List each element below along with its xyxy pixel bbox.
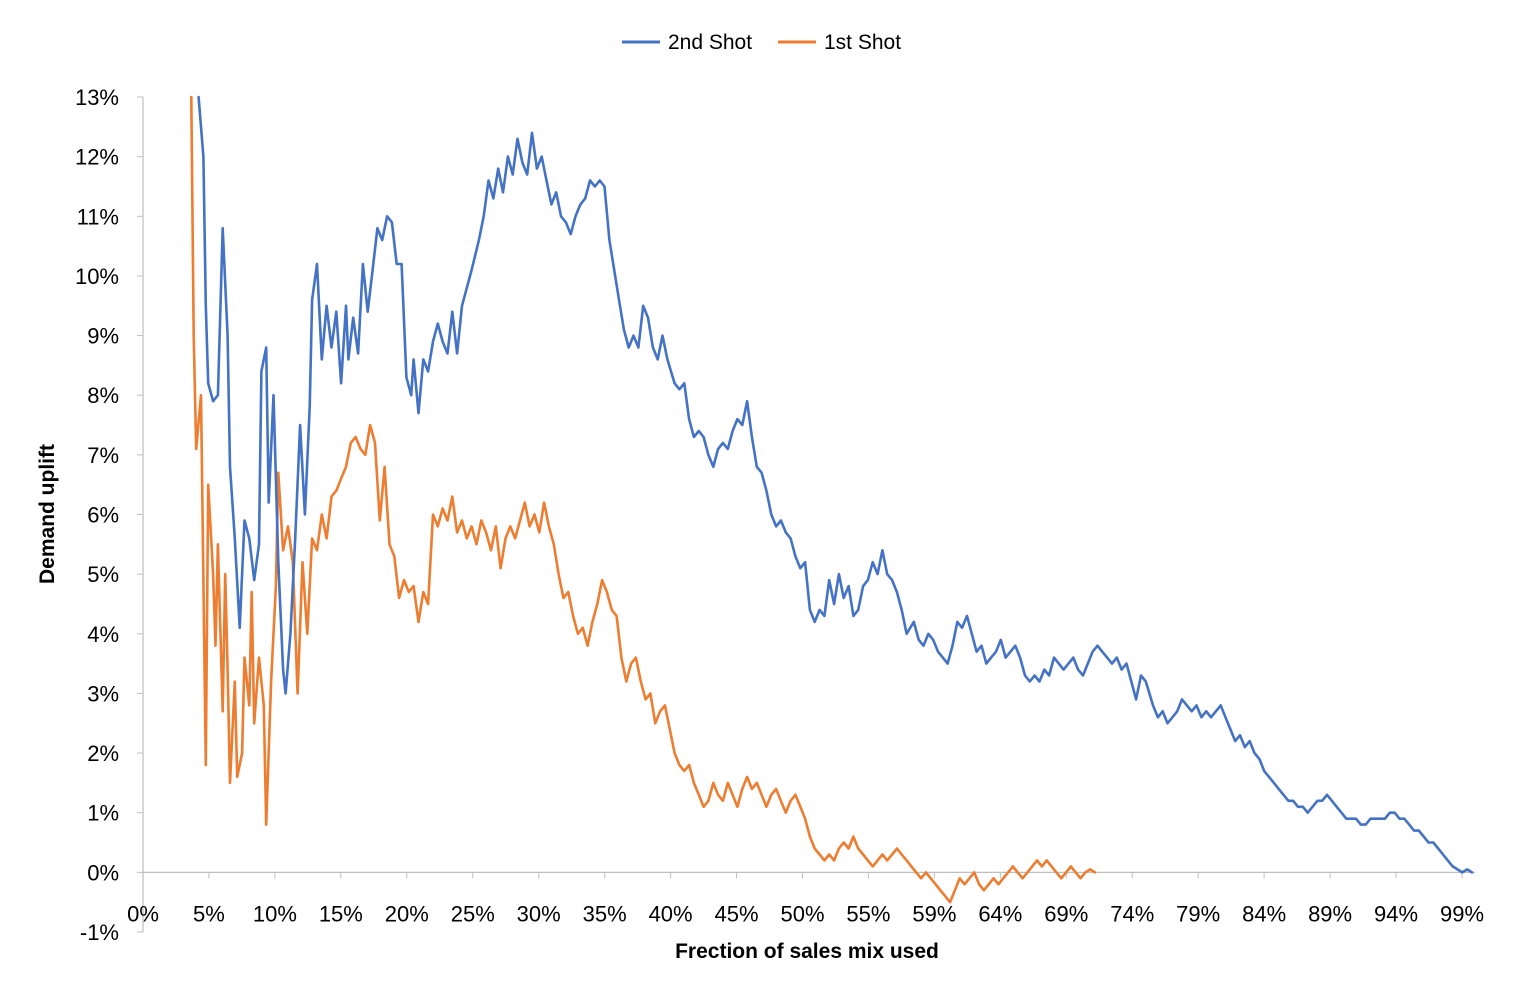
x-tick-label: 10% (253, 901, 297, 926)
legend: 2nd Shot 1st Shot (622, 31, 901, 54)
y-tick-label: 4% (87, 622, 119, 647)
x-tick-label: 30% (517, 901, 561, 926)
y-tick-label: 12% (75, 145, 119, 170)
x-tick-label: 5% (193, 901, 225, 926)
y-tick-label: 3% (87, 681, 119, 706)
y-tick-label: 5% (87, 562, 119, 587)
y-tick-label: 2% (87, 741, 119, 766)
y-tick-label: 7% (87, 443, 119, 468)
y-tick-label: -1% (80, 920, 119, 945)
y-axis-ticks: 13% 12% 11% 10% 9% 8% 7% 6% 5% 4% 3% 2% 1% 0% -1% (75, 85, 143, 945)
y-tick-label: 1% (87, 801, 119, 826)
y-tick-label: 0% (87, 860, 119, 885)
x-axis-title: Frection of sales mix used (675, 940, 939, 963)
x-tick-label: 94% (1374, 901, 1418, 926)
axes (142, 97, 1475, 932)
x-tick-label: 35% (583, 901, 627, 926)
series-layer (190, 95, 1474, 904)
x-tick-label: 79% (1176, 901, 1220, 926)
x-tick-label: 55% (846, 901, 890, 926)
y-tick-label: 13% (75, 85, 119, 110)
x-tick-label: 99% (1440, 901, 1484, 926)
legend-label-2nd-shot: 2nd Shot (668, 31, 752, 54)
y-tick-label: 10% (75, 264, 119, 289)
legend-label-1st-shot: 1st Shot (824, 31, 901, 54)
series-line-2nd-shot (197, 95, 1474, 874)
x-tick-label: 40% (649, 901, 693, 926)
x-tick-label: 20% (385, 901, 429, 926)
x-tick-label: 15% (319, 901, 363, 926)
x-tick-label: 64% (978, 901, 1022, 926)
y-tick-label: 9% (87, 324, 119, 349)
x-tick-label: 69% (1044, 901, 1088, 926)
x-tick-label: 59% (912, 901, 956, 926)
x-tick-label: 89% (1308, 901, 1352, 926)
x-tick-label: 0% (127, 901, 159, 926)
x-tick-label: 45% (715, 901, 759, 926)
x-tick-label: 50% (780, 901, 824, 926)
y-tick-label: 8% (87, 383, 119, 408)
x-tick-label: 25% (451, 901, 495, 926)
y-tick-label: 6% (87, 503, 119, 528)
y-tick-label: 11% (77, 204, 119, 229)
x-tick-label: 84% (1242, 901, 1286, 926)
y-axis-title: Demand uplift (36, 444, 59, 584)
x-tick-label: 74% (1110, 901, 1154, 926)
series-line-1st-shot (190, 95, 1097, 904)
x-axis-ticks: 0% 5% 10% 15% 20% 25% 30% 35% 40% 45% 50% 55% 59% 64%… (127, 872, 1484, 926)
